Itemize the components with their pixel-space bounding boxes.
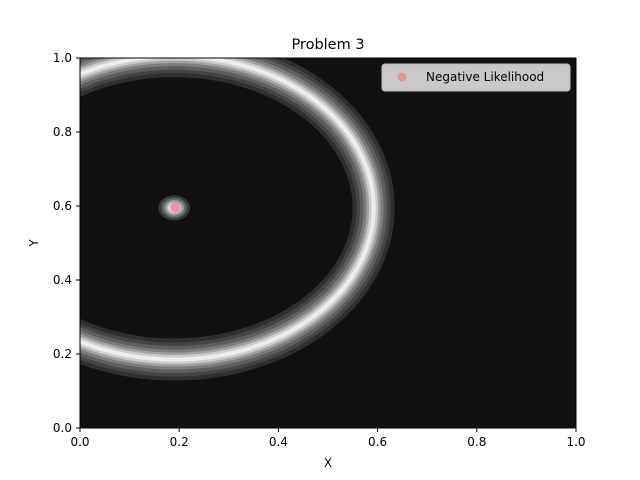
x-tick-label: 0.2 <box>170 435 189 449</box>
legend-box <box>381 63 571 92</box>
y-axis: 0.0 0.2 0.4 0.6 0.8 1.0 <box>53 51 80 435</box>
scatter-point <box>170 202 181 213</box>
y-tick-label: 0.4 <box>53 273 72 287</box>
legend-marker <box>397 72 407 82</box>
legend-entry-negative-likelihood: Negative Likelihood <box>426 70 544 84</box>
y-tick-label: 0.2 <box>53 347 72 361</box>
x-tick-label: 0.6 <box>368 435 387 449</box>
contour-ring-band-6 <box>80 58 376 362</box>
scatter-layer <box>170 202 181 213</box>
chart-title: Problem 3 <box>291 37 364 53</box>
x-tick-label: 1.0 <box>566 435 585 449</box>
y-tick-label: 1.0 <box>53 51 72 65</box>
x-axis: 0.0 0.2 0.4 0.6 0.8 1.0 <box>70 428 586 449</box>
y-tick-label: 0.0 <box>53 421 72 435</box>
legend: Negative Likelihood <box>381 63 571 92</box>
y-tick-label: 0.8 <box>53 125 72 139</box>
x-tick-label: 0.0 <box>70 435 89 449</box>
plot-frame <box>79 57 577 429</box>
y-tick-label: 0.6 <box>53 199 72 213</box>
contour-layer <box>80 58 395 381</box>
y-axis-label: Y <box>27 239 41 248</box>
x-tick-label: 0.8 <box>467 435 486 449</box>
x-axis-label: X <box>324 456 332 470</box>
x-tick-label: 0.4 <box>269 435 288 449</box>
